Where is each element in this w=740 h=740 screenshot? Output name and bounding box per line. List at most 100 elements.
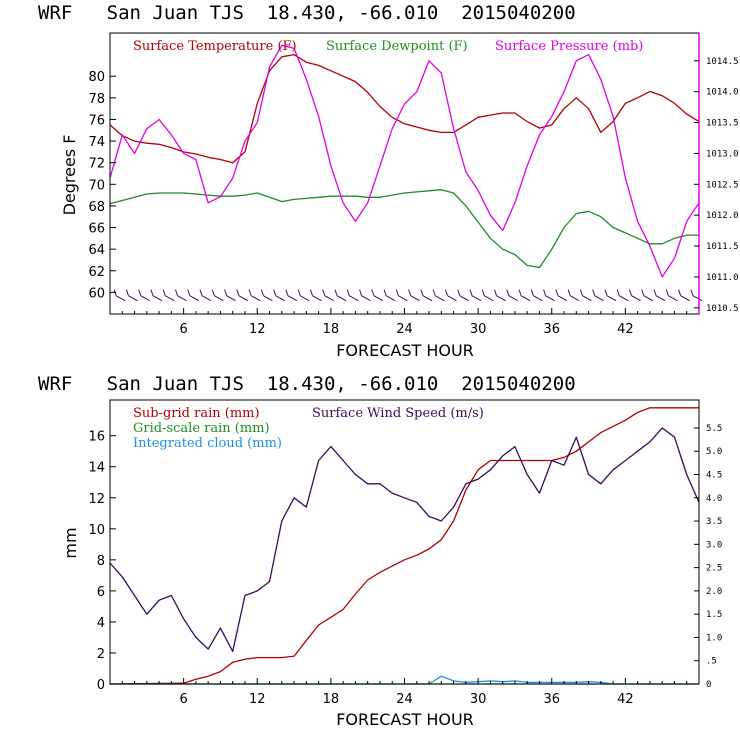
wind-barb [199, 289, 212, 302]
y-tick-label: 16 [88, 430, 105, 445]
y2-tick-label: .5 [706, 657, 717, 667]
chart-title: WRF San Juan TJS 18.430, -66.010 2015040… [38, 2, 576, 24]
legend-integrated-cloud: Integrated cloud (mm) [133, 436, 282, 451]
series-line-pressure [109, 44, 700, 278]
wind-barb [113, 289, 126, 302]
wind-barb [518, 289, 531, 302]
y2-tick-label: 1.0 [706, 633, 722, 643]
series-line-temperature [109, 53, 700, 164]
y-tick-label: 68 [88, 200, 105, 215]
wind-barb [309, 289, 322, 302]
axis-ticks: 6 12 18 24 30 36 4202468101214160.51.01.52.02.… [88, 424, 722, 707]
y-tick-label: 72 [88, 157, 105, 172]
x-tick-label: 42 [617, 322, 634, 337]
wind-barb [260, 289, 273, 302]
y2-tick-label: 1013.5 [706, 119, 739, 129]
y-tick-label: 70 [88, 178, 105, 193]
y-tick-label: 66 [88, 222, 105, 237]
wind-barb [371, 289, 384, 302]
wind-barb [444, 289, 457, 302]
legend-pressure: Surface Pressure (mb) [495, 39, 643, 54]
wind-barb [592, 289, 604, 302]
chart-title: WRF San Juan TJS 18.430, -66.010 2015040… [38, 373, 576, 395]
series-line-dewpoint [109, 189, 699, 269]
wind-barb [162, 289, 175, 302]
wind-barb [395, 289, 408, 302]
wind-barb [150, 289, 163, 302]
wind-barb [457, 289, 469, 302]
wind-barb [175, 289, 187, 302]
wind-barb [346, 289, 359, 302]
y2-tick-label: 2.0 [706, 587, 722, 597]
y2-tick-label: 1012.0 [706, 211, 739, 221]
wind-barb [506, 289, 519, 302]
wind-barb [641, 289, 654, 302]
y-tick-label: 64 [88, 243, 105, 258]
wind-barb [273, 289, 285, 302]
wind-barb [432, 289, 445, 302]
wind-barb [629, 289, 641, 302]
wind-barb [322, 289, 334, 302]
wind-barb [567, 289, 580, 302]
x-tick-label: 36 [543, 692, 560, 707]
wind-barb [285, 289, 298, 302]
y2-tick-label: 5.0 [706, 447, 722, 457]
series-lines [109, 44, 700, 278]
series-line-wind [109, 427, 700, 653]
wind-barb [211, 289, 224, 302]
x-tick-label: 12 [249, 322, 266, 337]
y2-tick-label: 0 [706, 680, 711, 690]
y2-tick-label: 1011.5 [706, 242, 739, 252]
wind-barb [469, 289, 482, 302]
y2-tick-label: 1.5 [706, 610, 722, 620]
y2-tick-label: 1011.0 [706, 273, 739, 283]
x-tick-label: 30 [470, 322, 487, 337]
y-tick-label: 60 [88, 286, 105, 301]
y-tick-label: 80 [88, 70, 105, 85]
temperature-chart: WRF San Juan TJS 18.430, -66.010 2015040… [38, 2, 739, 360]
wind-barb [665, 289, 678, 302]
x-axis-label: FORECAST HOUR [336, 710, 474, 729]
x-tick-label: 24 [396, 322, 413, 337]
y2-tick-label: 1014.0 [706, 88, 739, 98]
wind-barbs [113, 289, 703, 302]
y-tick-label: 76 [88, 113, 105, 128]
y-tick-label: 78 [88, 92, 105, 107]
wind-barb [359, 289, 371, 302]
y-tick-label: 12 [88, 492, 105, 507]
y2-tick-label: 4.0 [706, 494, 722, 504]
wind-barb [187, 289, 200, 302]
y-tick-label: 6 [97, 585, 105, 600]
axis-ticks: 6 12 18 24 30 36 42 60 62 64 66 68 70 72 74 76 78 80 1010.… [88, 57, 738, 337]
y2-tick-label: 1013.0 [706, 149, 739, 159]
x-axis-label: FORECAST HOUR [336, 341, 474, 360]
series-line-cloud [110, 675, 699, 685]
x-tick-label: 6 [179, 322, 187, 337]
wind-barb [653, 289, 666, 302]
legend-gridscale-rain: Grid-scale rain (mm) [133, 421, 270, 436]
x-tick-label: 24 [396, 692, 413, 707]
wind-barb [138, 289, 150, 302]
wind-barb [530, 289, 543, 302]
y-tick-label: 2 [97, 647, 105, 662]
y-tick-label: 0 [97, 678, 105, 693]
y2-tick-label: 4.5 [706, 470, 722, 480]
x-tick-label: 36 [543, 322, 560, 337]
y-tick-label: 4 [97, 616, 105, 631]
wind-barb [555, 289, 568, 302]
y2-tick-label: 2.5 [706, 564, 722, 574]
wind-barb [125, 289, 138, 302]
wind-barb [678, 289, 690, 302]
y-tick-label: 74 [88, 135, 105, 150]
legend-subgrid-rain: Sub-grid rain (mm) [133, 406, 260, 421]
legend-wind-speed: Surface Wind Speed (m/s) [312, 406, 484, 421]
wind-barb [236, 289, 249, 302]
y-tick-label: 62 [88, 265, 105, 280]
y-axis-label: mm [61, 527, 80, 558]
wind-barb [616, 289, 629, 302]
series-line-subgrid_rain [109, 407, 699, 685]
y2-tick-label: 1012.5 [706, 180, 739, 190]
wind-barb [543, 289, 555, 302]
y-axis-label: Degrees F [60, 135, 79, 216]
